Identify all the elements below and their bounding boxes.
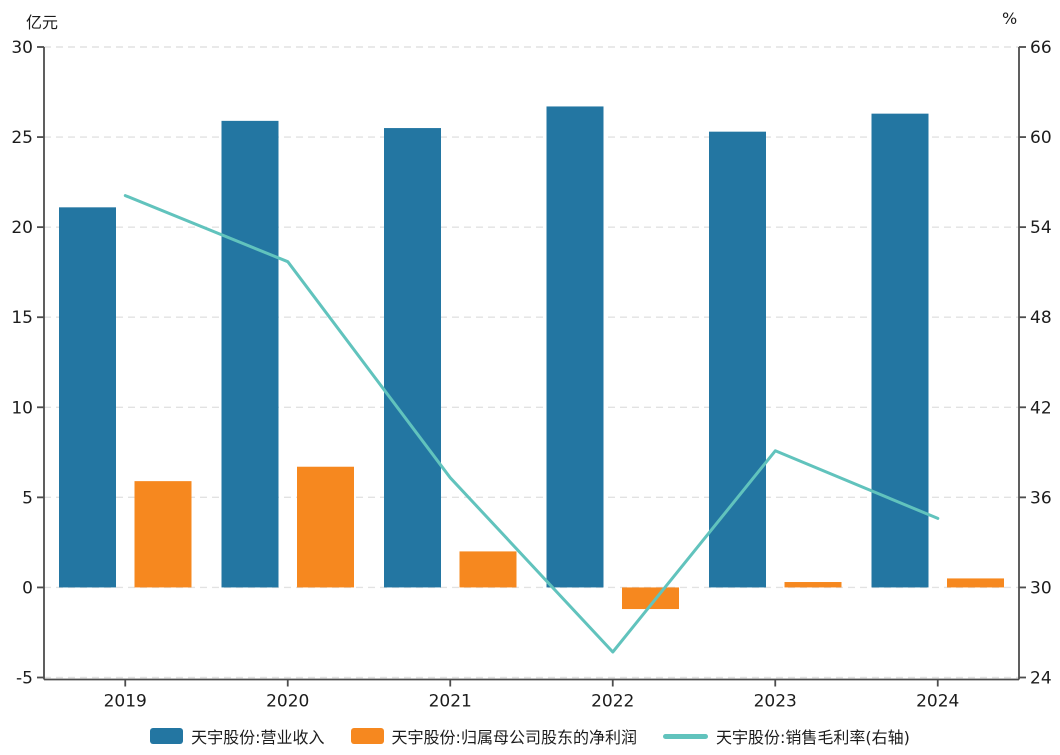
net-profit-legend-swatch-icon [350, 728, 384, 744]
left-tick-label: 30 [11, 38, 33, 58]
legend-label-revenue: 天宇股份:营业收入 [191, 728, 325, 747]
revenue-legend-swatch-icon [150, 728, 184, 744]
revenue-bar-2019 [59, 207, 116, 588]
right-tick-label: 42 [1030, 398, 1052, 418]
revenue-bar-2023 [709, 131, 766, 588]
legend-label-net-profit: 天宇股份:归属母公司股东的净利润 [391, 728, 637, 747]
revenue-bar-2020 [221, 120, 279, 588]
left-tick-label: 20 [11, 218, 33, 238]
right-tick-label: 36 [1030, 488, 1052, 508]
net-profit-bar-2022 [622, 587, 679, 610]
gross-margin-line [123, 194, 940, 654]
x-tick-label-2023: 2023 [754, 692, 797, 712]
left-tick-label: 10 [11, 398, 33, 418]
legend: 天宇股份:营业收入 天宇股份:归属母公司股东的净利润 天宇股份:销售毛利率(右轴) [0, 724, 1060, 748]
left-tick-label: 25 [11, 128, 33, 148]
revenue-bars [59, 106, 929, 588]
right-axis-tick-labels: 66 60 54 48 42 36 30 24 [1030, 38, 1052, 689]
left-axis-tick-labels: 30 25 20 15 10 5 0 -5 [11, 38, 33, 689]
left-tick-label: 5 [22, 488, 33, 508]
revenue-bar-2021 [384, 128, 441, 588]
revenue-bar-2022 [546, 106, 604, 588]
net-profit-bar-2020 [297, 466, 354, 588]
revenue-bar-2024 [871, 113, 929, 588]
right-tick-label: 66 [1030, 38, 1052, 58]
legend-item-gross-margin[interactable]: 天宇股份:销售毛利率(右轴) [662, 724, 910, 748]
right-tick-label: 24 [1030, 669, 1052, 689]
legend-item-revenue[interactable]: 天宇股份:营业收入 [150, 724, 325, 748]
net-profit-bar-2021 [459, 551, 517, 588]
net-profit-bar-2023 [784, 582, 842, 588]
left-axis-unit-label: 亿元 [26, 13, 59, 32]
x-tick-label-2020: 2020 [266, 692, 309, 712]
legend-label-gross-margin: 天宇股份:销售毛利率(右轴) [715, 728, 910, 747]
x-tick-label-2022: 2022 [591, 692, 634, 712]
right-tick-label: 60 [1030, 128, 1052, 148]
net-profit-bars [134, 466, 1004, 610]
axes [37, 46, 1026, 687]
x-axis-tick-labels: 2019 2020 2021 2022 2023 2024 [104, 692, 960, 712]
x-tick-label-2024: 2024 [916, 692, 959, 712]
right-axis-unit-label: % [1002, 9, 1018, 28]
gross-margin-legend-swatch-icon [662, 733, 708, 739]
right-tick-label: 54 [1030, 218, 1052, 238]
net-profit-bar-2024 [947, 578, 1004, 588]
x-tick-label-2019: 2019 [104, 692, 147, 712]
right-tick-label: 48 [1030, 308, 1052, 328]
left-tick-label: 15 [11, 308, 33, 328]
left-tick-label: -5 [16, 669, 33, 689]
left-tick-label: 0 [22, 578, 33, 598]
net-profit-bar-2019 [134, 481, 192, 588]
legend-item-net-profit[interactable]: 天宇股份:归属母公司股东的净利润 [350, 724, 637, 748]
right-tick-label: 30 [1030, 578, 1052, 598]
x-tick-label-2021: 2021 [429, 692, 472, 712]
